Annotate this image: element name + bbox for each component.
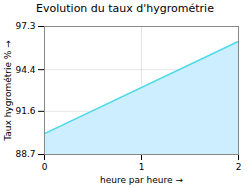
svg-text:2: 2: [236, 162, 242, 172]
svg-text:Taux hygrométrie % →: Taux hygrométrie % →: [3, 40, 13, 142]
svg-text:94.4: 94.4: [15, 65, 35, 75]
svg-text:97.3: 97.3: [15, 21, 35, 31]
html-text:Evolution du taux d'hygrométri: Evolution du taux d'hygrométrie: [36, 2, 214, 15]
svg-text:1: 1: [139, 162, 145, 172]
svg-text:91.6: 91.6: [15, 106, 35, 116]
svg-text:heure par heure →: heure par heure →: [100, 175, 183, 185]
svg-text:88.7: 88.7: [15, 149, 35, 159]
svg-text:0: 0: [42, 162, 48, 172]
